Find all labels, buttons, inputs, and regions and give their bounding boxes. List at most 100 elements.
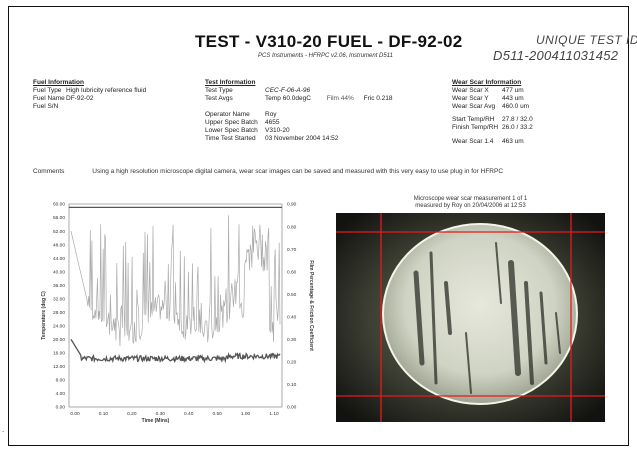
comments-text: Using a high resolution microscope digit… (92, 168, 504, 175)
microscope-caption-line1: Microscope wear scar measurement 1 of 1 (413, 196, 528, 202)
test-avgs-fric: Fric 0.218 (363, 95, 393, 102)
wear-b-values: 27.8 / 32.0 26.0 / 33.2 (502, 116, 533, 132)
time-started-value: 03 November 2004 14:52 (265, 135, 339, 142)
y2-tick-label: 0.50 (287, 292, 297, 298)
y2-tick-label: 0.60 (287, 269, 297, 275)
wear-scar-image (336, 213, 605, 422)
fuel-info-labels: Fuel Type Fuel Name Fuel S/N (33, 87, 66, 111)
footer-mark: . (2, 425, 5, 434)
test-type-value: CEC-F-06-A-96 (265, 87, 311, 94)
x-tick-label: 0.00 (70, 411, 80, 417)
report-title: TEST - V310-20 FUEL - DF-92-02 (195, 32, 463, 51)
finish-temp-label: Finish Temp/RH (452, 124, 499, 131)
y-axis-label: Temperature (deg C) (41, 291, 47, 340)
y-tick-label: 32.00 (53, 296, 65, 302)
comments-row: Comments Using a high resolution microsc… (33, 168, 503, 175)
film-line (70, 215, 281, 347)
microscope-image (336, 213, 605, 422)
start-temp-value: 27.8 / 32.0 (502, 116, 533, 123)
lower-spec-label: Lower Spec Batch (205, 127, 258, 134)
fuel-info-values: High lubricity reference fluid DF-92-02 (66, 87, 146, 111)
friction-line (70, 338, 281, 364)
upper-spec-value: 4655 (265, 119, 280, 126)
fuel-type-value: High lubricity reference fluid (66, 87, 147, 94)
test-detail-values: Roy 4655 V310-20 03 November 2004 14:52 (265, 111, 338, 143)
y2-tick-label: 0.90 (287, 202, 297, 208)
wear-b-labels: Start Temp/RH Finish Temp/RH (452, 116, 502, 132)
y-tick-label: 44.00 (53, 256, 65, 262)
y2-tick-label: 0.10 (287, 382, 297, 388)
y2-tick-label: 0.00 (287, 405, 297, 411)
y-tick-label: 60.00 (53, 202, 65, 208)
wear-scar-y-value: 443 um (502, 95, 524, 102)
time-started-label: Time Test Started (205, 135, 256, 142)
y-tick-label: 28.00 (53, 310, 65, 316)
test-info-section: Test Information Test Type Test Avgs CEC… (205, 79, 393, 143)
fuel-info-heading: Fuel Information (33, 79, 84, 86)
y-tick-label: 16.00 (53, 351, 65, 357)
wear-scar-x-value: 477 um (502, 87, 524, 94)
microscope-caption-line2: measured by Roy on 20/04/2006 at 12:53 (415, 203, 526, 209)
y2-tick-label: 0.20 (287, 360, 297, 366)
wear-scar-x-label: Wear Scar X (452, 87, 489, 94)
y-tick-label: 20.00 (53, 337, 65, 343)
y-tick-label: 40.00 (53, 269, 65, 275)
fuel-info-section: Fuel Information Fuel Type Fuel Name Fue… (33, 79, 146, 111)
test-chart: 60.00 56.00 52.00 48.00 44.00 40.00 36.00 32.00… (35, 196, 325, 428)
start-temp-label: Start Temp/RH (452, 116, 495, 123)
lower-spec-value: V310-20 (265, 127, 290, 134)
test-info-labels: Test Type Test Avgs (205, 87, 265, 103)
fuel-name-label: Fuel Name (33, 95, 65, 102)
wear-scar-avg-label: Wear Scar Avg (452, 103, 496, 110)
fuel-name-value: DF-92-02 (66, 95, 94, 102)
y-tick-label: 12.00 (53, 364, 65, 370)
x-tick-label: 0.50 (212, 411, 222, 417)
y2-tick-label: 0.30 (287, 337, 297, 343)
test-info-heading: Test Information (205, 79, 256, 86)
comments-label: Comments (33, 168, 65, 175)
test-avgs-temp: Temp 60.0degC (265, 95, 311, 102)
y2-tick-label: 0.80 (287, 224, 297, 230)
x-tick-label: 0.30 (156, 411, 166, 417)
test-type-label: Test Type (205, 87, 233, 94)
y2-axis-label: Film Percentage & Friction Coefficient (308, 260, 314, 351)
x-tick-label: 1.10 (269, 411, 279, 417)
test-avgs-film: Film 44% (326, 95, 354, 102)
y-tick-label: 24.00 (53, 324, 65, 330)
x-tick-label: 1.00 (241, 411, 251, 417)
x-axis-label: Time (Mins) (142, 418, 170, 424)
y-tick-label: 56.00 (53, 215, 65, 221)
unique-id-label: UNIQUE TEST ID (536, 33, 637, 47)
test-chart-svg: 60.00 56.00 52.00 48.00 44.00 40.00 36.00 32.00… (41, 202, 314, 424)
y-tick-label: 0.00 (56, 405, 66, 411)
y-tick-label: 4.00 (56, 391, 66, 397)
test-avgs-label: Test Avgs (205, 95, 233, 102)
unique-id-value: D511-200411031452 (493, 48, 619, 63)
y-tick-label: 52.00 (53, 229, 65, 235)
y-tick-label: 36.00 (53, 283, 65, 289)
y2-tick-label: 0.40 (287, 314, 297, 320)
microscope-caption: Microscope wear scar measurement 1 of 1 … (336, 196, 605, 210)
fuel-type-label: Fuel Type (33, 87, 62, 94)
test-detail-labels: Operator Name Upper Spec Batch Lower Spe… (205, 111, 265, 143)
finish-temp-value: 26.0 / 33.2 (502, 124, 533, 131)
wear-scar-avg-value: 460.0 um (502, 103, 530, 110)
wear-scar-14-value: 463 um (502, 138, 524, 145)
x-tick-label: 0.10 (99, 411, 109, 417)
x-tick-label: 0.20 (127, 411, 137, 417)
upper-spec-label: Upper Spec Batch (205, 119, 258, 126)
y2-tick-label: 0.70 (287, 247, 297, 253)
wear-scar-14-label: Wear Scar 1.4 (452, 138, 494, 145)
wear-a-values: 477 um 443 um 460.0 um (502, 87, 529, 111)
operator-name-label: Operator Name (205, 111, 250, 118)
x-tick-label: 0.40 (184, 411, 194, 417)
wear-scar-y-label: Wear Scar Y (452, 95, 489, 102)
test-avgs-values: Temp 60.0degC Film 44% Fric 0.218 (265, 95, 393, 103)
wear-a-labels: Wear Scar X Wear Scar Y Wear Scar Avg (452, 87, 502, 111)
test-info-values: CEC-F-06-A-96 Temp 60.0degC Film 44% Fri… (265, 87, 393, 103)
operator-name-value: Roy (265, 111, 277, 118)
report-subtitle: PCS Instruments - HFRPC v2.06, Instrumen… (258, 53, 393, 59)
y-tick-label: 8.00 (56, 378, 66, 384)
wear-info-section: Wear Scar Information Wear Scar X Wear S… (452, 79, 533, 146)
y-tick-label: 48.00 (53, 242, 65, 248)
